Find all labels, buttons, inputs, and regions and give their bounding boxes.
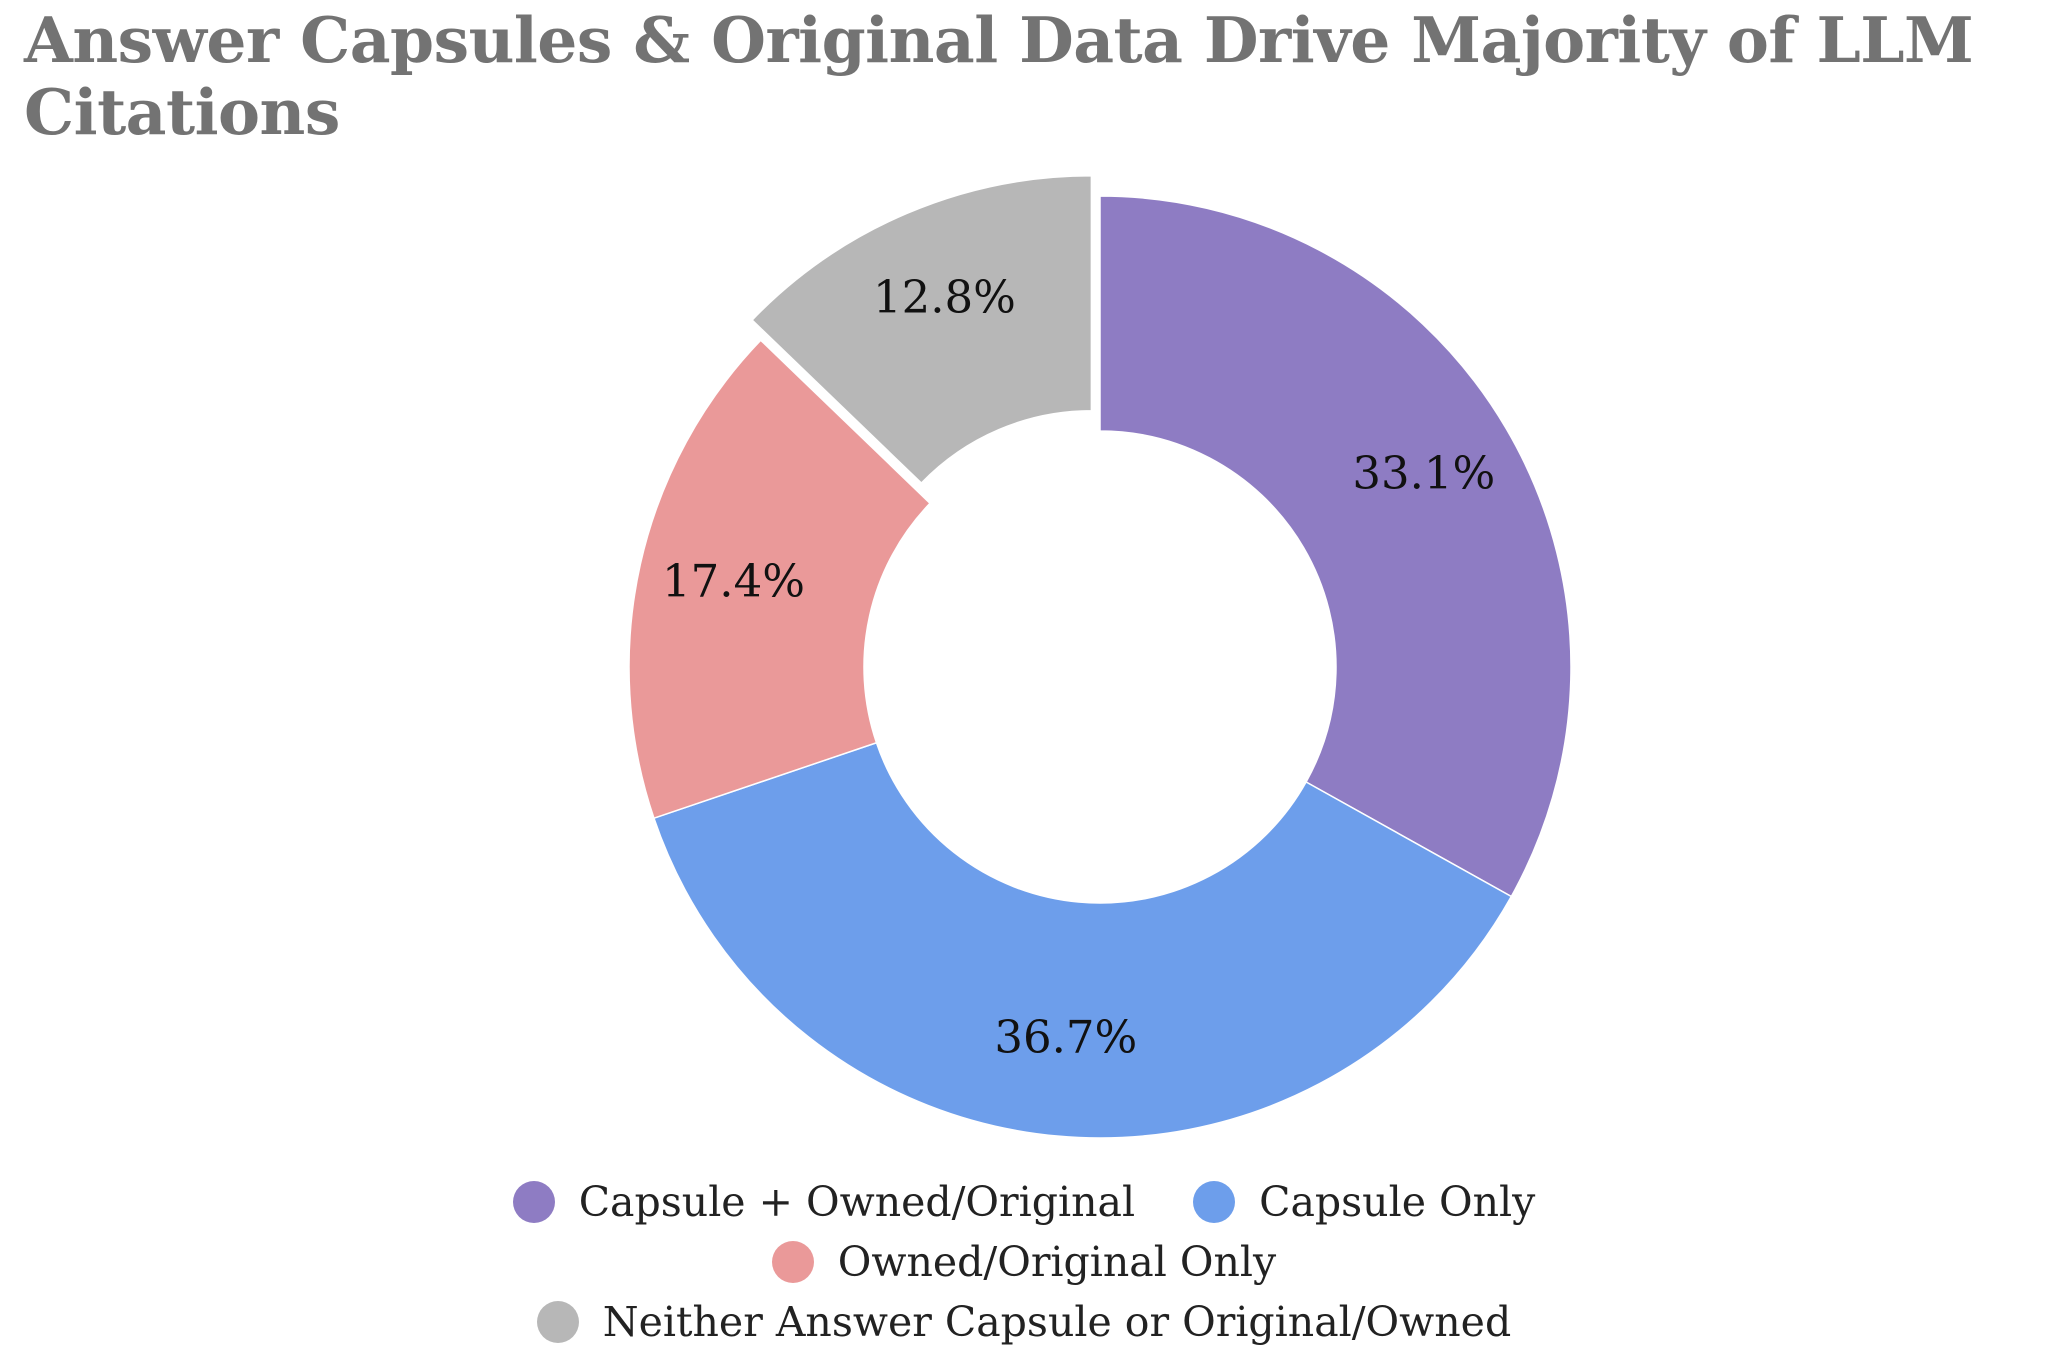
slice-capsule-owned[interactable] <box>1099 195 1572 898</box>
legend-marker-capsule-owned <box>512 1181 555 1223</box>
legend-marker-capsule-only <box>1193 1181 1236 1223</box>
slice-label-neither: 12.8% <box>873 271 1016 324</box>
legend-item-capsule-owned[interactable]: Capsule + Owned/Original <box>512 1178 1136 1226</box>
slice-neither[interactable] <box>751 175 1093 485</box>
legend-label-neither: Neither Answer Capsule or Original/Owned <box>602 1298 1512 1346</box>
legend-item-capsule-only[interactable]: Capsule Only <box>1193 1178 1535 1226</box>
legend-marker-owned-only <box>771 1241 814 1283</box>
slice-owned-only[interactable] <box>628 339 932 820</box>
legend-label-capsule-only: Capsule Only <box>1259 1178 1536 1226</box>
slice-label-owned-only: 17.4% <box>662 555 805 608</box>
legend-marker-neither <box>536 1301 579 1343</box>
slice-capsule-only[interactable] <box>652 741 1513 1139</box>
slice-label-capsule-only: 36.7% <box>994 1010 1137 1063</box>
legend-item-owned-only[interactable]: Owned/Original Only <box>771 1238 1277 1286</box>
chart-title: Answer Capsules & Original Data Drive Ma… <box>24 3 1974 149</box>
legend-label-owned-only: Owned/Original Only <box>837 1238 1277 1286</box>
legend-label-capsule-owned: Capsule + Owned/Original <box>578 1178 1136 1226</box>
slice-label-capsule-owned: 33.1% <box>1352 446 1495 499</box>
chart-legend: Capsule + Owned/Original Capsule Only Ow… <box>0 1178 2048 1346</box>
donut-chart: 33.1% 36.7% 17.4% 12.8% <box>628 175 1572 1139</box>
legend-item-neither[interactable]: Neither Answer Capsule or Original/Owned <box>536 1298 1512 1346</box>
